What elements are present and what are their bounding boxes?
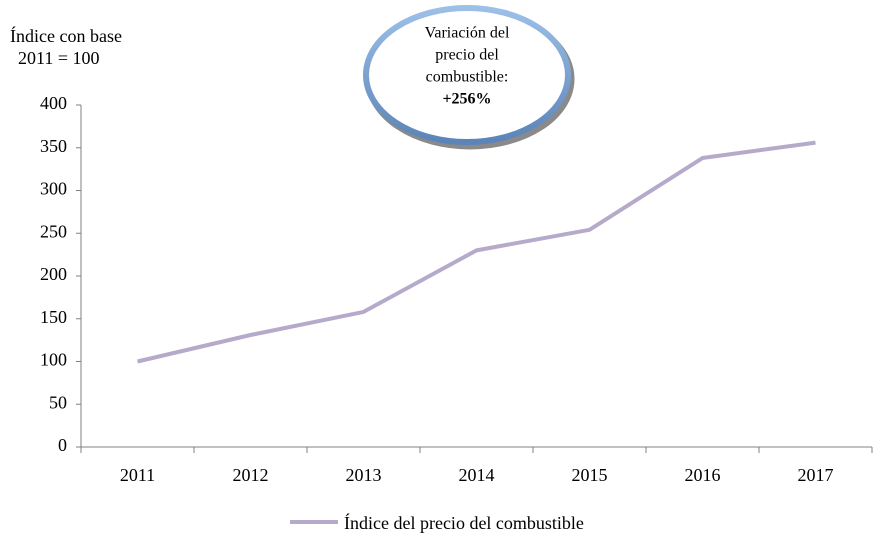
annotation-bubble: [363, 5, 571, 145]
y-tick-label: 150: [40, 307, 67, 327]
x-tick-label: 2016: [685, 465, 721, 485]
x-tick-label: 2011: [120, 465, 155, 485]
y-tick-label: 250: [40, 221, 67, 241]
x-tick-label: 2013: [346, 465, 382, 485]
y-tick-label: 200: [40, 264, 67, 284]
y-axis-label: 2011 = 100: [18, 48, 99, 68]
legend-label: Índice del precio del combustible: [344, 512, 584, 533]
annotation-text: combustible:: [426, 69, 509, 86]
x-tick-label: 2017: [798, 465, 834, 485]
x-tick-label: 2015: [572, 465, 608, 485]
y-tick-label: 100: [40, 350, 67, 370]
x-tick-label: 2012: [233, 465, 269, 485]
series-line: [137, 140, 816, 364]
annotation-text: Variación del: [425, 25, 510, 42]
annotation-emphasis: +256%: [442, 91, 491, 108]
y-tick-label: 300: [40, 179, 67, 199]
annotation-text: precio del: [435, 47, 499, 64]
x-tick-label: 2014: [459, 465, 495, 485]
y-tick-label: 350: [40, 136, 67, 156]
y-tick-label: 400: [40, 93, 67, 113]
y-tick-label: 0: [58, 435, 67, 455]
y-axis-label: Índice con base: [10, 25, 122, 46]
y-tick-label: 50: [49, 392, 67, 412]
